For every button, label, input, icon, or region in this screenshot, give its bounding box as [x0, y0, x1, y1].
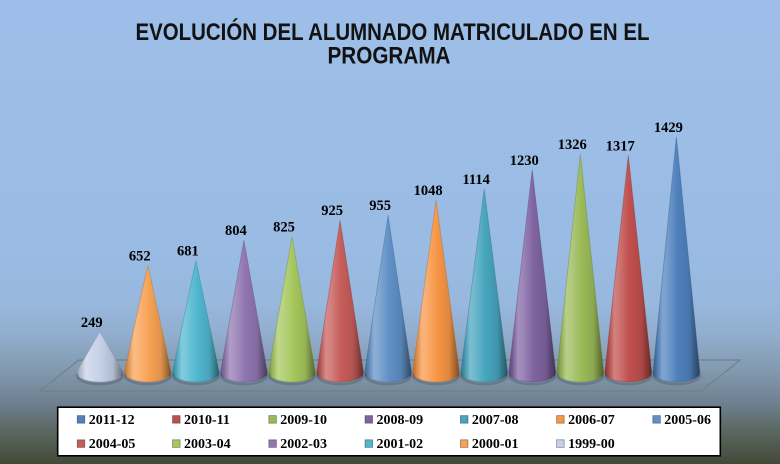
svg-text:2007-08: 2007-08: [472, 413, 519, 428]
svg-text:2002-03: 2002-03: [280, 437, 327, 452]
svg-text:1999-00: 1999-00: [568, 437, 615, 452]
svg-text:1326: 1326: [558, 137, 587, 153]
svg-text:804: 804: [225, 223, 247, 239]
svg-text:2010-11: 2010-11: [184, 413, 230, 428]
svg-text:825: 825: [273, 220, 295, 236]
svg-text:2009-10: 2009-10: [280, 413, 327, 428]
svg-text:2005-06: 2005-06: [664, 413, 711, 428]
svg-text:2003-04: 2003-04: [184, 437, 231, 452]
svg-text:1114: 1114: [462, 172, 489, 188]
svg-text:925: 925: [321, 203, 343, 219]
svg-text:1317: 1317: [606, 138, 635, 154]
svg-text:249: 249: [81, 315, 103, 331]
svg-text:2001-02: 2001-02: [377, 437, 424, 452]
svg-text:2004-05: 2004-05: [89, 437, 136, 452]
svg-text:955: 955: [369, 198, 391, 214]
svg-text:681: 681: [177, 244, 199, 260]
svg-text:1429: 1429: [654, 120, 683, 136]
svg-text:652: 652: [129, 248, 151, 264]
svg-text:1048: 1048: [414, 183, 443, 199]
svg-text:EVOLUCIÓN DEL ALUMNADO MATRICU: EVOLUCIÓN DEL ALUMNADO MATRICULADO EN EL: [136, 18, 650, 46]
svg-text:2008-09: 2008-09: [377, 413, 424, 428]
svg-text:2006-07: 2006-07: [568, 413, 615, 428]
svg-text:PROGRAMA: PROGRAMA: [328, 43, 451, 70]
svg-text:2000-01: 2000-01: [472, 437, 519, 452]
svg-text:1230: 1230: [510, 153, 539, 169]
svg-text:2011-12: 2011-12: [89, 413, 135, 428]
